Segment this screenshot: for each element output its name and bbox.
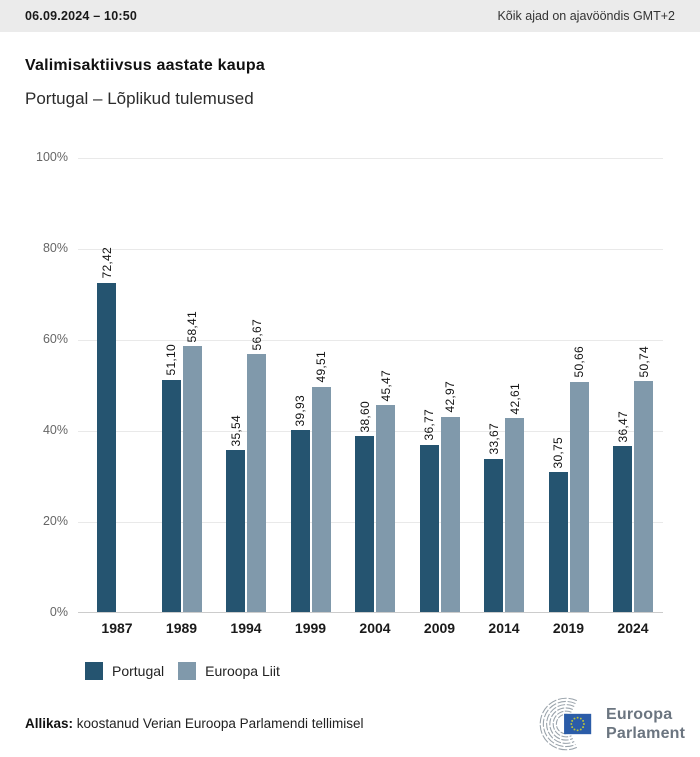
value-label-euroopa-liit-2009: 42,97 — [431, 381, 470, 413]
legend-swatch-euroopa-liit — [178, 662, 197, 680]
y-tick-label-0: 0% — [49, 605, 68, 619]
x-axis-label-1989: 1989 — [165, 620, 198, 636]
value-label-text: 56,67 — [249, 318, 264, 351]
legend: Portugal Euroopa Liit — [85, 662, 280, 680]
x-axis-label-1987: 1987 — [101, 620, 133, 636]
value-label-euroopa-liit-2004: 45,47 — [366, 370, 405, 402]
bar-euroopa-liit-1994 — [247, 354, 266, 612]
eu-flag-stars — [570, 716, 585, 732]
source-note: Allikas: koostanud Verian Euroopa Parlam… — [25, 716, 363, 731]
bar-portugal-2014 — [484, 458, 503, 612]
value-label-euroopa-liit-1999: 49,51 — [302, 351, 341, 383]
gridline-80 — [78, 249, 663, 250]
value-label-text: 51,10 — [164, 343, 178, 376]
legend-swatch-portugal — [85, 662, 103, 680]
bar-euroopa-liit-2004 — [376, 405, 395, 612]
legend-item-portugal: Portugal — [85, 662, 164, 680]
value-label-text: 42,61 — [507, 382, 522, 415]
value-label-text: 42,97 — [443, 380, 457, 413]
x-axis-labels: 1987 1989 1994 1999 2004 2009 2014 2019 2024 — [78, 620, 663, 640]
bar-portugal-1987 — [97, 282, 116, 612]
value-label-euroopa-liit-2024: 50,74 — [624, 346, 663, 378]
ep-logo-text-line1: Euroopa — [606, 706, 673, 723]
y-tick-label-20: 20% — [42, 514, 68, 528]
bar-portugal-1989 — [161, 379, 181, 612]
y-tick-label-80: 80% — [42, 241, 68, 255]
value-label-text: 39,93 — [293, 394, 307, 427]
value-label-text: 58,41 — [185, 310, 199, 343]
bar-euroopa-liit-2014 — [505, 418, 524, 612]
ep-logo-text: Euroopa Parlament — [606, 705, 685, 743]
value-label-text: 33,67 — [486, 423, 501, 455]
x-axis-label-1999: 1999 — [294, 620, 327, 636]
x-axis-label-2014: 2014 — [488, 620, 520, 636]
value-label-text: 50,66 — [572, 345, 586, 378]
bar-euroopa-liit-2024 — [634, 381, 653, 612]
source-text: koostanud Verian Euroopa Parlamendi tell… — [76, 716, 364, 731]
value-label-text: 36,77 — [422, 409, 436, 441]
bar-portugal-1999 — [290, 430, 310, 612]
gridline-40 — [78, 431, 663, 432]
eu-flag-icon — [564, 713, 592, 735]
value-label-text: 35,54 — [228, 414, 243, 447]
value-label-text: 45,47 — [378, 369, 393, 402]
bar-portugal-2024 — [613, 446, 632, 612]
value-label-euroopa-liit-1989: 58,41 — [173, 311, 212, 343]
timezone-note: Kõik ajad on ajavööndis GMT+2 — [497, 9, 675, 23]
bar-portugal-1994 — [226, 450, 245, 612]
x-axis-label-2024: 2024 — [617, 620, 649, 636]
gridline-60 — [78, 340, 663, 341]
ep-hemicycle-icon — [539, 697, 592, 751]
x-axis-label-2009: 2009 — [423, 620, 456, 636]
y-tick-label-100: 100% — [36, 150, 68, 164]
bar-euroopa-liit-2019 — [569, 381, 589, 612]
ep-logo-text-line2: Parlament — [606, 725, 686, 742]
value-label-text: 72,42 — [99, 246, 114, 279]
timestamp: 06.09.2024 – 10:50 — [25, 9, 138, 23]
value-label-portugal-1987: 72,42 — [87, 247, 126, 279]
y-axis-labels: 0% 20% 40% 60% 80% 100% — [0, 150, 68, 619]
bar-portugal-2004 — [355, 436, 374, 612]
value-label-euroopa-liit-1994: 56,67 — [237, 319, 276, 351]
legend-item-euroopa-liit: Euroopa Liit — [178, 662, 280, 680]
x-axis-label-2019: 2019 — [552, 620, 585, 636]
y-tick-label-60: 60% — [42, 332, 68, 346]
value-label-text: 38,60 — [357, 400, 372, 433]
bar-euroopa-liit-1989 — [182, 346, 202, 612]
bar-portugal-2019 — [548, 472, 568, 612]
gridline-100 — [78, 158, 663, 159]
value-label-text: 50,74 — [636, 345, 651, 378]
bar-euroopa-liit-1999 — [311, 386, 331, 612]
source-label: Allikas: — [25, 716, 74, 731]
value-label-text: 36,47 — [615, 410, 630, 443]
top-bar: 06.09.2024 – 10:50 Kõik ajad on ajavöönd… — [0, 0, 700, 32]
value-label-text: 30,75 — [551, 436, 565, 469]
y-tick-label-40: 40% — [42, 423, 68, 437]
legend-label-euroopa-liit: Euroopa Liit — [205, 663, 280, 679]
european-parliament-logo: Euroopa Parlament — [535, 697, 692, 751]
x-axis-label-2004: 2004 — [359, 620, 391, 636]
value-label-euroopa-liit-2019: 50,66 — [560, 346, 599, 378]
bar-chart-plot-area: 72,42 51,10 58,41 35,54 56,67 39,93 49,51 38,60… — [78, 158, 663, 613]
value-label-euroopa-liit-2014: 42,61 — [495, 383, 534, 415]
chart-title: Valimisaktiivsus aastate kaupa — [25, 57, 265, 74]
value-label-text: 49,51 — [314, 351, 328, 383]
x-axis-label-1994: 1994 — [230, 620, 262, 636]
bar-euroopa-liit-2009 — [440, 416, 460, 612]
legend-label-portugal: Portugal — [112, 663, 165, 679]
chart-subtitle: Portugal – Lõplikud tulemused — [25, 89, 254, 108]
bar-portugal-2009 — [419, 444, 439, 612]
